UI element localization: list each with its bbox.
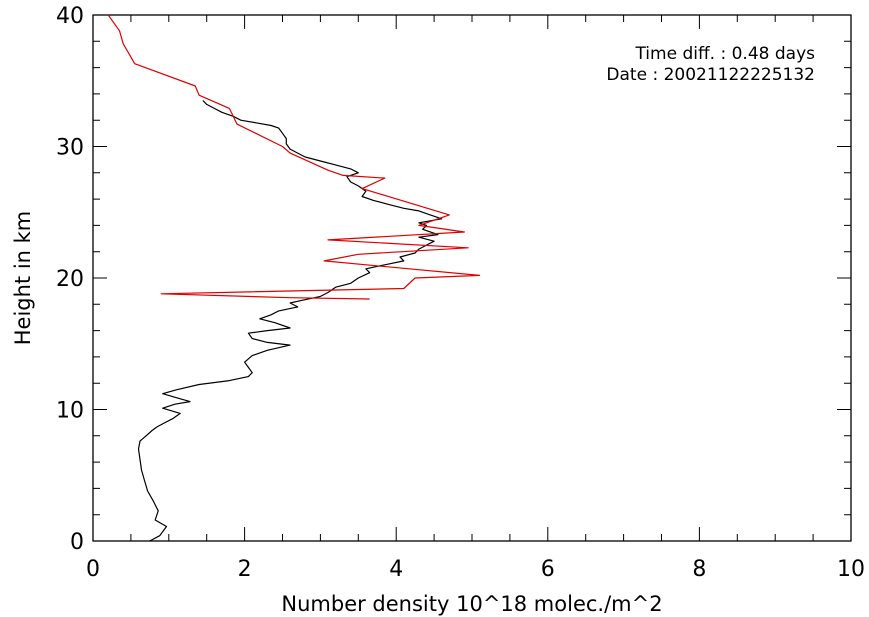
x-tick-label: 2 bbox=[238, 557, 252, 582]
x-tick-label: 0 bbox=[86, 557, 100, 582]
x-tick-label: 6 bbox=[541, 557, 555, 582]
annotation-date: Date : 20021122225132 bbox=[606, 65, 815, 85]
x-tick-label: 10 bbox=[837, 557, 865, 582]
plot-frame bbox=[92, 14, 852, 542]
series-line-1 bbox=[137, 100, 443, 542]
axis-ticks bbox=[92, 14, 852, 542]
series-layer bbox=[107, 14, 481, 542]
y-tick-label: 40 bbox=[56, 4, 84, 29]
y-tick-label: 20 bbox=[56, 267, 84, 292]
series-line-2 bbox=[107, 14, 481, 300]
x-tick-label: 4 bbox=[389, 557, 403, 582]
y-tick-label: 0 bbox=[70, 530, 84, 555]
annotation-time-diff: Time diff. : 0.48 days bbox=[634, 44, 815, 64]
y-tick-label: 10 bbox=[56, 399, 84, 424]
y-axis-title: Height in km bbox=[11, 211, 35, 346]
x-tick-label: 8 bbox=[692, 557, 706, 582]
x-axis-title: Number density 10^18 molec./m^2 bbox=[281, 592, 662, 616]
axis-tick-labels: 0 2 4 6 8 10 0 10 20 30 40 bbox=[56, 4, 865, 582]
y-tick-label: 30 bbox=[56, 136, 84, 161]
